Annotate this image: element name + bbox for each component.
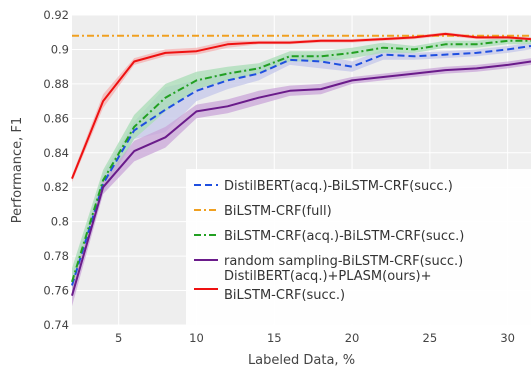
y-tick-label: 0.8 — [51, 215, 69, 229]
x-axis-title: Labeled Data, % — [248, 353, 355, 368]
legend-label-3: random sampling-BiLSTM-CRF(succ.) — [224, 254, 463, 269]
line-series-0 — [71, 45, 531, 286]
legend-label-4-line2: BiLSTM-CRF(succ.) — [224, 288, 345, 303]
y-tick-label: 0.84 — [43, 146, 69, 160]
y-tick-label: 0.92 — [43, 8, 69, 22]
y-tick-label: 0.76 — [43, 284, 69, 298]
band-series-0 — [72, 42, 531, 296]
y-tick-label: 0.74 — [43, 318, 69, 332]
legend-label-0: DistilBERT(acq.)-BiLSTM-CRF(succ.) — [224, 179, 453, 194]
y-tick-label: 0.86 — [43, 111, 69, 125]
y-tick-label: 0.82 — [43, 180, 69, 194]
y-axis-title: Performance, F1 — [10, 117, 25, 223]
line-series-2 — [71, 39, 531, 283]
x-tick-label: 10 — [189, 331, 204, 345]
legend-label-4-line1: DistilBERT(acq.)+PLASM(ours)+ — [224, 269, 432, 284]
line-series-4 — [71, 32, 531, 179]
x-tick-label: 30 — [500, 331, 515, 345]
legend: DistilBERT(acq.)-BiLSTM-CRF(succ.) BiLSTM… — [186, 169, 531, 325]
line-series-3 — [71, 60, 531, 296]
tick-labels: 5 10 15 20 25 30 0.74 0.76 0.78 0.8 0.82 0.84 0.86 0.… — [43, 8, 515, 345]
y-tick-label: 0.9 — [51, 42, 69, 56]
y-tick-label: 0.88 — [43, 77, 69, 91]
x-tick-label: 25 — [423, 331, 438, 345]
series-lines — [71, 32, 531, 296]
legend-label-1: BiLSTM-CRF(full) — [224, 204, 332, 219]
x-tick-label: 15 — [267, 331, 282, 345]
legend-label-2: BiLSTM-CRF(acq.)-BiLSTM-CRF(succ.) — [224, 229, 464, 244]
x-tick-label: 5 — [115, 331, 122, 345]
x-tick-label: 20 — [345, 331, 360, 345]
legend-box — [186, 169, 531, 325]
y-tick-label: 0.78 — [43, 249, 69, 263]
